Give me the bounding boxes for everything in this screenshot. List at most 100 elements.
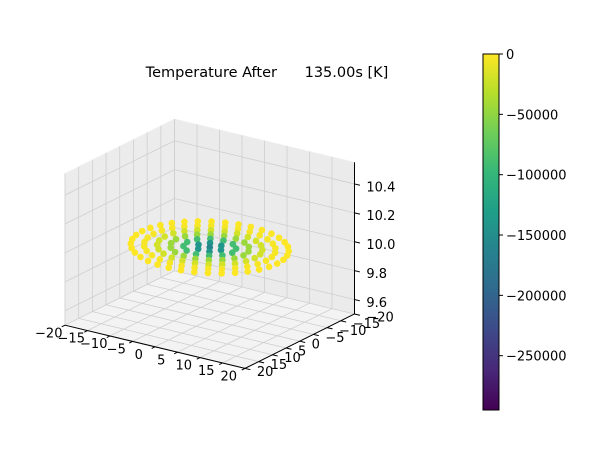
data-point xyxy=(181,232,189,240)
data-point xyxy=(246,228,253,236)
data-point xyxy=(158,227,166,234)
y-tick-label: −10 xyxy=(339,324,366,339)
z-tick xyxy=(354,183,361,186)
data-point xyxy=(160,250,167,258)
data-point xyxy=(280,256,287,264)
grid-line-y-floor xyxy=(174,270,355,315)
z-tick-label: 9.8 xyxy=(366,267,387,282)
data-point xyxy=(231,260,239,267)
data-point xyxy=(240,252,247,259)
data-point xyxy=(190,268,198,276)
data-point xyxy=(156,256,164,263)
data-point xyxy=(241,239,248,246)
y-tick-label: 20 xyxy=(257,365,274,380)
y-tick xyxy=(244,367,251,371)
data-point xyxy=(204,269,212,277)
data-point xyxy=(148,252,156,259)
grid-line-y-floor xyxy=(147,283,328,328)
z-tick xyxy=(354,299,361,302)
colorbar-tick-label: −50000 xyxy=(506,108,558,123)
data-point xyxy=(262,257,270,265)
data-point xyxy=(228,249,236,257)
data-point xyxy=(161,233,169,240)
data-point xyxy=(264,236,271,243)
data-point xyxy=(172,235,180,243)
data-point xyxy=(147,224,154,232)
data-point xyxy=(193,235,201,243)
data-point xyxy=(143,247,150,255)
data-point xyxy=(219,252,226,259)
y-tick-label: 0 xyxy=(312,338,320,353)
data-point xyxy=(138,227,146,235)
grid-line-z-left xyxy=(64,140,175,196)
z-tick xyxy=(354,241,361,244)
data-point xyxy=(181,218,188,226)
colorbar-tick-label: −250000 xyxy=(506,350,567,365)
y-tick xyxy=(327,327,333,330)
x-tick xyxy=(151,346,156,349)
grid-line-y-floor xyxy=(133,290,314,335)
x-tick-label: 15 xyxy=(198,364,215,379)
data-point xyxy=(180,252,187,260)
colorbar-gradient xyxy=(482,53,500,411)
x-tick-label: −10 xyxy=(80,337,107,352)
y-tick-label: −20 xyxy=(366,310,393,325)
data-point xyxy=(231,269,239,277)
data-point xyxy=(232,235,240,242)
data-point xyxy=(268,253,276,261)
z-tick-label: 10.2 xyxy=(366,209,395,224)
x-tick-label: −15 xyxy=(58,332,85,347)
data-point xyxy=(181,223,188,230)
data-point xyxy=(157,221,164,229)
data-point xyxy=(220,237,227,244)
data-point xyxy=(251,254,259,262)
data-point xyxy=(244,268,251,275)
data-point xyxy=(275,234,283,242)
data-point xyxy=(132,231,140,239)
data-point xyxy=(144,257,152,265)
data-point xyxy=(217,246,225,254)
data-point xyxy=(283,252,291,259)
data-point xyxy=(254,260,261,268)
grid-line-y-floor xyxy=(105,304,287,349)
data-points xyxy=(127,217,293,277)
data-point xyxy=(150,230,157,238)
grid-line-z-left xyxy=(64,227,175,283)
grid-line-z-back xyxy=(174,255,355,300)
grid-line-z-left xyxy=(64,169,175,225)
z-tick-label: 10.4 xyxy=(366,180,395,195)
data-point xyxy=(168,254,175,261)
x-tick xyxy=(128,340,133,344)
y-tick-label: −15 xyxy=(353,317,380,332)
data-point xyxy=(243,263,251,270)
x-tick xyxy=(173,351,178,355)
grid-line-y-floor xyxy=(92,311,273,356)
data-point xyxy=(258,226,266,234)
data-point xyxy=(194,245,202,253)
x-tick-label: 20 xyxy=(220,369,237,384)
data-point xyxy=(165,264,172,272)
x-tick-label: 0 xyxy=(135,348,143,363)
data-point xyxy=(252,237,260,245)
x-tick xyxy=(241,367,246,371)
y-tick xyxy=(272,354,278,357)
data-point xyxy=(244,233,252,241)
data-point xyxy=(256,232,263,239)
data-point xyxy=(170,230,177,237)
grid-line-z-back xyxy=(174,198,355,243)
x-tick xyxy=(218,362,223,366)
x-tick xyxy=(83,330,88,333)
x-tick-label: 10 xyxy=(175,359,192,374)
colorbar-tick-label: −150000 xyxy=(506,229,567,244)
y-tick xyxy=(340,320,347,323)
chart-title: Temperature After 135.00s [K] xyxy=(145,65,389,81)
grid-line-y-floor xyxy=(160,277,341,322)
data-point xyxy=(231,264,239,272)
z-tick-label: 10.0 xyxy=(366,238,395,253)
data-point xyxy=(233,230,241,238)
y-tick xyxy=(313,333,319,337)
axes-3d: −20−15−10 −5 0 5 10 15 20−20−15−10−5051015209.… xyxy=(35,118,395,384)
data-point xyxy=(181,227,188,235)
data-point xyxy=(268,230,275,238)
